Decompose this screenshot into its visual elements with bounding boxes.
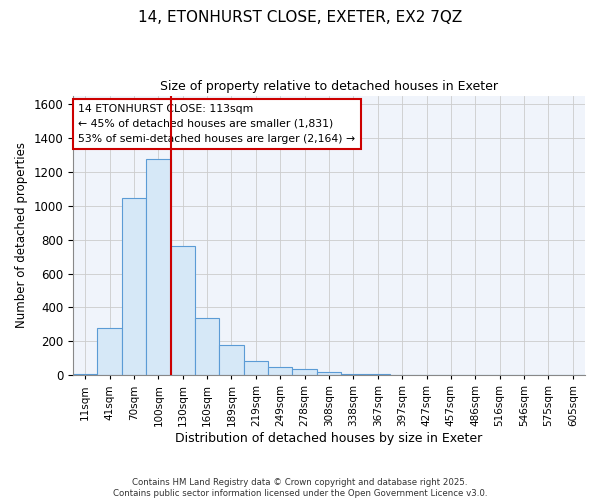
Y-axis label: Number of detached properties: Number of detached properties	[15, 142, 28, 328]
Bar	[220, 345, 244, 376]
X-axis label: Distribution of detached houses by size in Exeter: Distribution of detached houses by size …	[175, 432, 482, 445]
Text: 14 ETONHURST CLOSE: 113sqm
← 45% of detached houses are smaller (1,831)
53% of s: 14 ETONHURST CLOSE: 113sqm ← 45% of deta…	[78, 104, 355, 144]
Title: Size of property relative to detached houses in Exeter: Size of property relative to detached ho…	[160, 80, 498, 93]
Bar	[195, 318, 220, 376]
Bar	[365, 374, 390, 376]
Bar	[244, 361, 268, 376]
Bar	[341, 374, 365, 376]
Bar	[268, 367, 292, 376]
Text: 14, ETONHURST CLOSE, EXETER, EX2 7QZ: 14, ETONHURST CLOSE, EXETER, EX2 7QZ	[138, 10, 462, 25]
Text: Contains HM Land Registry data © Crown copyright and database right 2025.
Contai: Contains HM Land Registry data © Crown c…	[113, 478, 487, 498]
Bar	[122, 198, 146, 376]
Bar	[97, 328, 122, 376]
Bar	[73, 374, 97, 376]
Bar	[170, 246, 195, 376]
Bar	[146, 159, 170, 376]
Bar	[292, 370, 317, 376]
Bar	[317, 372, 341, 376]
